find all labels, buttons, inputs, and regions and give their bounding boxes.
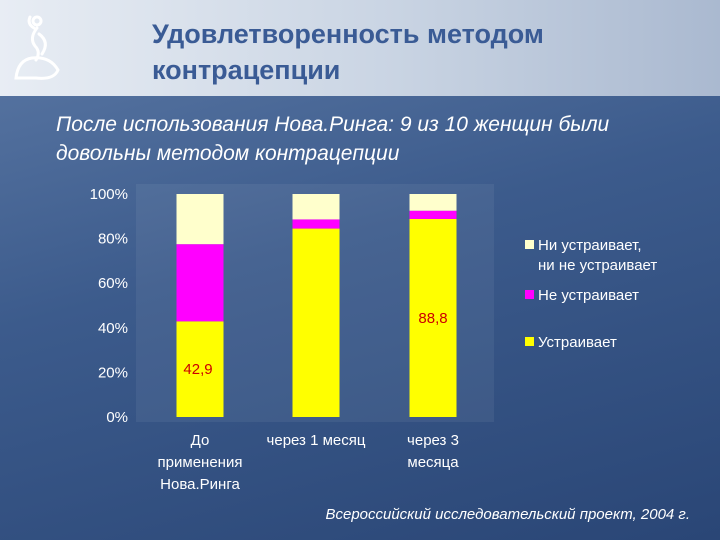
- legend-label: Ни устраивает,: [538, 237, 642, 254]
- y-tick-label: 100%: [90, 186, 128, 203]
- category-label: До: [191, 432, 210, 449]
- category-label: месяца: [407, 454, 459, 471]
- woman-silhouette-logo-icon: [14, 15, 60, 80]
- category-label: применения: [158, 454, 243, 471]
- category-label: через 1 месяц: [267, 432, 366, 449]
- legend-label: ни не устраивает: [538, 257, 657, 274]
- slide-header: [0, 0, 720, 96]
- y-tick-label: 20%: [98, 364, 128, 381]
- stacked-bar-chart: 0% 20% 40% 60% 80% 100% 42,9 88,8 До применения…: [90, 186, 657, 493]
- legend-label: Не устраивает: [538, 287, 639, 304]
- bar-segment: [176, 244, 224, 322]
- category-label: через 3: [407, 432, 459, 449]
- bar-segment: [409, 210, 457, 219]
- legend-swatch: [525, 337, 534, 346]
- bar-segment: [409, 194, 457, 211]
- bar-segment: [292, 219, 340, 229]
- y-tick-label: 80%: [98, 231, 128, 248]
- bar-segment: [409, 218, 457, 417]
- bar-segment: [176, 194, 224, 245]
- bar-segment: [292, 194, 340, 220]
- bar-segment: [176, 321, 224, 417]
- legend-swatch: [525, 290, 534, 299]
- y-tick-label: 0%: [106, 409, 128, 426]
- category-label: Нова.Ринга: [160, 476, 240, 493]
- slide-subtitle: После использования Нова.Ринга: 9 из 10 …: [56, 113, 610, 165]
- legend-swatch: [525, 240, 534, 249]
- y-tick-label: 60%: [98, 275, 128, 292]
- bar-segment: [292, 228, 340, 417]
- legend-label: Устраивает: [538, 334, 617, 351]
- y-tick-label: 40%: [98, 320, 128, 337]
- data-label: 88,8: [418, 310, 447, 327]
- source-footnote: Всероссийский исследовательский проект, …: [325, 506, 690, 523]
- data-label: 42,9: [183, 361, 212, 378]
- slide-title: Удовлетворенность методом контрацепции: [152, 19, 544, 85]
